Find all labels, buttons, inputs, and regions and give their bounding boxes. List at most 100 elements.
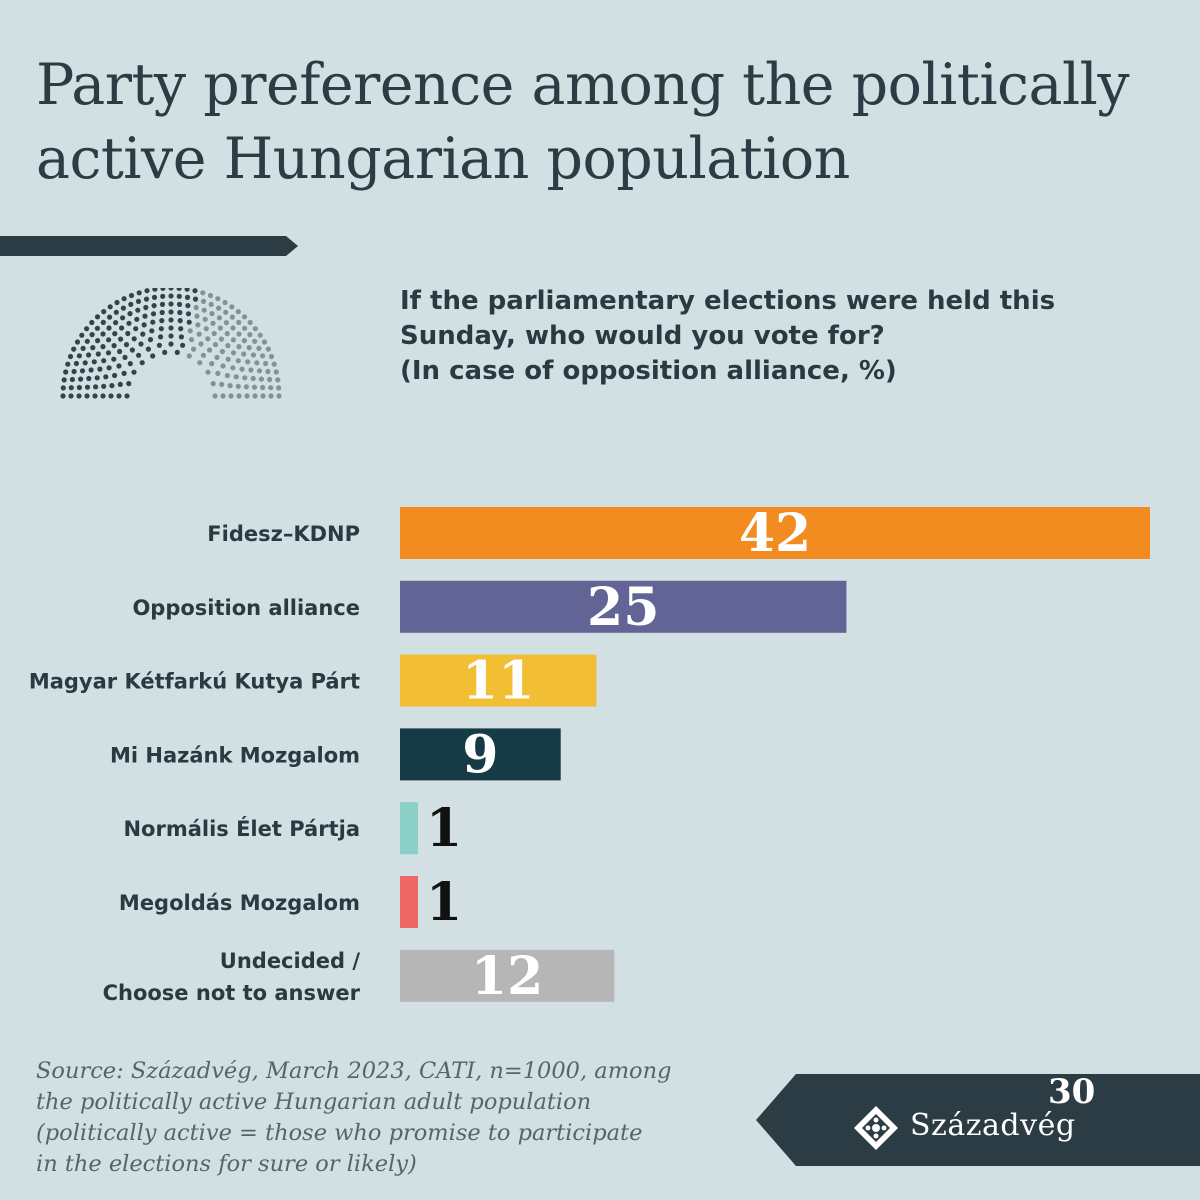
seat-dot: [135, 298, 142, 304]
seat-dot: [158, 334, 164, 340]
seat-dot: [156, 342, 162, 348]
seat-dot: [127, 311, 133, 317]
seat-dot: [242, 325, 248, 331]
seat-dot: [193, 304, 199, 311]
seat-dot: [228, 393, 234, 399]
bar: [400, 802, 418, 855]
source-line-3: (politically active = those who promise …: [36, 1120, 643, 1146]
seat-dot: [260, 384, 266, 391]
seat-dot: [263, 360, 269, 367]
value-label: 25: [587, 577, 659, 638]
seat-dot: [142, 313, 148, 319]
seat-dot: [252, 338, 258, 344]
seat-dot: [229, 314, 235, 320]
seat-dot: [134, 316, 140, 322]
bar: [400, 949, 615, 1002]
seat-dot: [219, 381, 225, 387]
seat-dot: [242, 375, 248, 381]
seat-dot: [235, 309, 241, 315]
seat-dot: [191, 346, 197, 352]
seat-dot: [184, 294, 191, 300]
seat-dot: [84, 393, 90, 399]
seat-dot: [176, 293, 182, 299]
category-label: Fidesz–KDNP: [207, 522, 360, 546]
source-line-1: Source: Századvég, March 2023, CATI, n=1…: [36, 1058, 672, 1084]
seat-dot: [244, 393, 250, 399]
seat-dot: [123, 342, 130, 348]
category-label: Undecided / Choose not to answer: [103, 949, 361, 1005]
seat-dot: [205, 336, 211, 342]
title-line-2: active Hungarian population: [36, 126, 850, 192]
seat-dot: [76, 384, 82, 391]
seat-dot: [177, 309, 183, 316]
seat-dot: [93, 384, 99, 390]
title-line-1: Party preference among the politically: [36, 52, 1130, 118]
seat-dot: [79, 332, 85, 338]
bar: [400, 507, 1150, 559]
seat-dot: [222, 299, 228, 306]
seat-dot: [128, 292, 135, 299]
seat-dot: [117, 348, 123, 355]
value-label: 12: [471, 946, 543, 1007]
seat-dot: [223, 320, 229, 326]
seat-dot: [223, 309, 229, 315]
seat-dot: [121, 296, 127, 302]
seat-dot: [107, 304, 113, 310]
bar-group: Megoldás Mozgalom 1: [119, 872, 462, 933]
seat-dot: [68, 385, 74, 391]
seat-dot: [122, 354, 128, 360]
logo-wordmark: Századvég: [910, 1108, 1076, 1143]
seat-dot: [90, 345, 96, 351]
seat-dot: [271, 361, 277, 367]
seat-dot: [210, 320, 216, 326]
seat-dot: [120, 305, 126, 311]
seat-dot: [129, 347, 135, 353]
seat-dot: [200, 298, 207, 304]
seat-dot: [76, 393, 82, 399]
seat-dot: [143, 304, 149, 311]
seat-dot: [106, 325, 112, 331]
page-title: Party preference among the politically a…: [36, 48, 1176, 196]
seat-dot: [230, 325, 236, 331]
seat-dot: [209, 311, 215, 317]
seat-dot: [60, 393, 66, 399]
seat-dot: [126, 381, 132, 387]
seat-dot: [168, 288, 174, 291]
seat-dot: [84, 384, 91, 390]
seat-dot: [267, 376, 273, 383]
seat-dot: [67, 353, 74, 360]
seat-dot: [187, 328, 193, 334]
question-line-2: Sunday, who would you vote for?: [400, 321, 885, 351]
seat-dot: [74, 339, 81, 345]
seat-dot: [139, 360, 145, 366]
seat-dot: [133, 326, 139, 332]
seat-dot: [82, 360, 88, 366]
seat-dot: [168, 309, 174, 315]
seat-dot: [100, 344, 106, 350]
seat-dot: [108, 393, 114, 399]
seat-dot: [268, 393, 274, 399]
category-label: Megoldás Mozgalom: [119, 891, 360, 915]
seat-dot: [145, 346, 151, 352]
seat-dot: [254, 360, 260, 366]
value-label: 42: [739, 503, 811, 564]
seat-dot: [245, 359, 251, 365]
seat-dot: [113, 309, 119, 315]
value-label: 1: [426, 798, 462, 859]
seat-dot: [150, 311, 157, 317]
seat-dot: [112, 331, 118, 337]
seat-dot: [208, 301, 214, 307]
seat-dot: [209, 361, 215, 367]
seat-dot: [178, 334, 184, 340]
seat-dot: [160, 293, 166, 299]
parliament-hemicycle-icon: [60, 288, 282, 399]
seat-dot: [127, 361, 133, 367]
seat-dot: [100, 319, 106, 325]
seat-dot: [63, 369, 69, 375]
seat-dot: [143, 296, 150, 302]
seat-dot: [86, 375, 92, 382]
seat-dot: [88, 367, 94, 373]
seat-dot: [71, 368, 77, 375]
seat-dot: [107, 314, 113, 320]
seat-dot: [128, 301, 134, 307]
